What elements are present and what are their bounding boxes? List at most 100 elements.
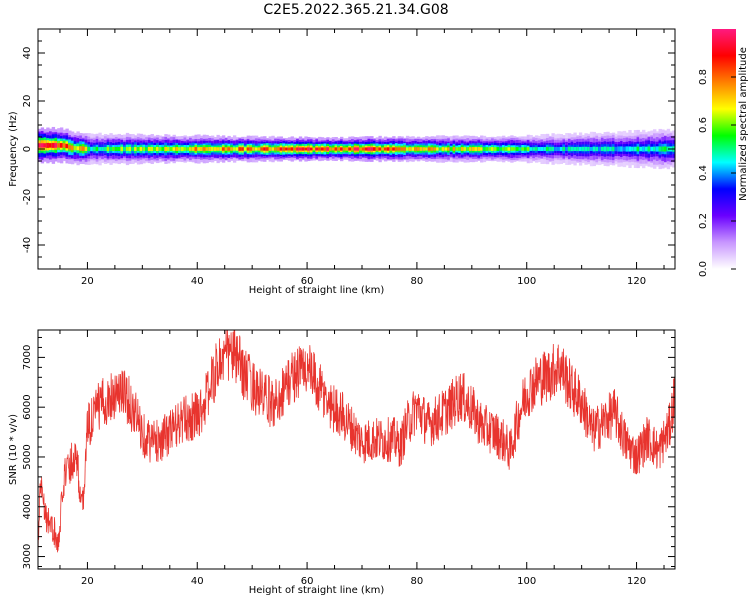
spectrogram-cell	[474, 147, 478, 151]
spectrogram-cell	[493, 147, 498, 151]
spectrogram-cell	[617, 146, 621, 152]
spectrogram-cell	[304, 147, 308, 151]
spectrogram-cell	[101, 146, 105, 152]
spectrogram-cell	[664, 146, 668, 152]
spectrogram-cell	[504, 147, 509, 151]
spectrogram-cell	[230, 147, 234, 151]
spectrogram-cell	[578, 146, 583, 152]
spectrogram-cell	[416, 147, 421, 151]
spectrogram-cell	[156, 146, 160, 152]
spectrogram-cell	[496, 147, 500, 151]
spectrogram-cell	[103, 146, 108, 152]
spectrogram-cell	[491, 147, 495, 151]
spectrogram-cell	[518, 147, 522, 151]
snr-series-line	[38, 330, 675, 561]
colorbar-tick-label: 0.0	[698, 261, 709, 277]
spectrogram-cell	[90, 146, 94, 152]
spectrogram-cell	[425, 147, 429, 151]
spectrogram-cell	[241, 147, 245, 151]
spectrogram-cell	[389, 147, 393, 151]
spectrogram-cell	[208, 147, 212, 151]
spectrogram-cell	[444, 147, 448, 151]
spectrogram-cell	[232, 147, 237, 151]
spectrogram-cell	[76, 146, 80, 151]
spectrogram-cell	[238, 147, 242, 151]
snr-y-tick-label: 6000	[22, 394, 33, 419]
spectrogram-cell	[523, 147, 528, 151]
spectrogram-cell	[254, 147, 259, 151]
spectrogram-cell	[543, 147, 547, 151]
spectrogram-cell	[337, 147, 341, 151]
spectrogram-cell	[466, 147, 470, 151]
spectrogram-cell	[147, 147, 152, 151]
spectrogram-cell	[436, 147, 440, 151]
spectrogram-cell	[513, 147, 517, 151]
spectrogram-cell	[109, 146, 113, 152]
snr-y-tick-label: 7000	[22, 345, 33, 370]
spectrogram-cell	[414, 147, 418, 151]
snr-x-tick-label: 80	[411, 576, 424, 587]
spectrogram-cell	[628, 146, 632, 152]
spectrogram-cell	[153, 146, 157, 152]
spectrogram-cell	[386, 147, 391, 151]
snr-frame	[37, 329, 676, 570]
spectrogram-cell	[438, 147, 443, 151]
spectrogram-cell	[312, 147, 316, 151]
spectrogram-cell	[46, 142, 50, 148]
snr-x-tick-label: 100	[517, 576, 536, 587]
spectrogram-cell	[381, 147, 385, 151]
colorbar-tick-label: 0.6	[698, 117, 709, 133]
spectrogram-y-tick-label: 20	[22, 95, 33, 108]
spectrogram-cell	[131, 146, 135, 152]
spectrogram-cell	[183, 147, 187, 151]
spectrogram-cell	[252, 147, 256, 151]
spectrogram-cell	[502, 147, 506, 151]
spectrogram-cell	[285, 147, 289, 151]
snr-y-tick-label: 5000	[22, 444, 33, 469]
spectrogram-cell	[526, 147, 531, 151]
spectrogram-y-tick-label: -40	[22, 237, 33, 253]
spectrogram-cell	[540, 146, 544, 152]
spectrogram-cell	[565, 146, 569, 152]
snr-y-tick-label: 4000	[22, 494, 33, 519]
spectrogram-cell	[136, 146, 141, 152]
spectrogram-cell	[633, 146, 638, 152]
spectrogram-cell	[296, 147, 300, 151]
spectrogram-cell	[364, 147, 369, 151]
spectrogram-cell	[287, 147, 292, 151]
spectrogram-cell	[40, 143, 45, 148]
spectrogram-cell	[249, 147, 253, 151]
spectrogram-cell	[235, 147, 240, 151]
colorbar-gradient	[712, 29, 736, 269]
spectrogram-cell	[57, 143, 61, 148]
colorbar-tick-label: 0.2	[698, 213, 709, 229]
colorbar-tick-label: 0.8	[698, 69, 709, 85]
spectrogram-cell	[114, 146, 119, 152]
spectrogram-cell	[570, 146, 575, 152]
spectrogram-cell	[576, 146, 580, 152]
spectrogram-cell	[554, 146, 558, 152]
spectrogram-x-axis: 20 40 60 80 100 120	[59, 29, 665, 287]
spectrogram-cell	[180, 146, 185, 152]
spectrogram-cell	[282, 147, 286, 151]
spectrogram-cell	[559, 146, 564, 152]
snr-y-tick-label: 3000	[22, 544, 33, 569]
spectrogram-cell	[70, 145, 75, 151]
spectrogram-cell	[178, 147, 182, 151]
spectrogram-cell	[367, 147, 371, 151]
spectrogram-cell	[221, 147, 226, 151]
snr-x-tick-label: 20	[81, 576, 94, 587]
spectrogram-cell	[477, 147, 481, 151]
colorbar-tick-label: 0.4	[698, 165, 709, 181]
spectrogram-cell	[68, 144, 72, 150]
spectrogram-x-tick-label: 80	[411, 276, 424, 287]
spectrogram-cell	[38, 143, 42, 148]
spectrogram-cell	[265, 147, 270, 151]
snr-x-tick-label: 60	[301, 576, 314, 587]
spectrogram-cell	[106, 146, 110, 152]
spectrogram-cell	[342, 147, 347, 151]
spectrogram-cell	[614, 146, 618, 152]
spectrogram-cell	[345, 147, 349, 151]
spectrogram-cell	[112, 146, 116, 152]
spectrogram-cell	[534, 147, 539, 151]
